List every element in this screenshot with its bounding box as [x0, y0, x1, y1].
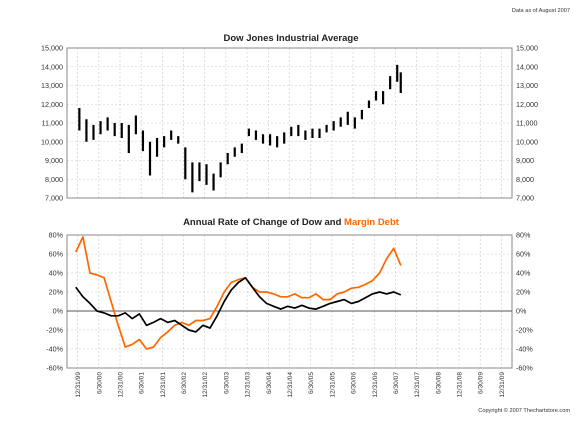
- x-axis-label: 6/30/04: [266, 372, 273, 394]
- roc-y-tick-label: -60%: [46, 364, 63, 373]
- dow-y-tick-label-right: 14,000: [516, 62, 538, 71]
- dow-y-tick-label: 10,000: [41, 137, 63, 146]
- dow-y-tick-label-right: 7,000: [516, 194, 534, 203]
- roc-plot-frame: [66, 234, 513, 369]
- roc-title-main: Annual Rate of Change of Dow and: [183, 217, 342, 228]
- roc-y-tick-label-right: 60%: [516, 250, 531, 259]
- roc-y-tick-label-right: 0%: [516, 307, 527, 316]
- dow-y-tick-label: 11,000: [42, 119, 63, 128]
- roc-gridlines: [67, 234, 512, 369]
- x-axis-label: 12/31/05: [329, 372, 336, 398]
- dow-panel: Dow Jones Industrial Average 15,000 14,00…: [41, 33, 538, 203]
- copyright-text: Copyright © 2007 Thechartstore.com: [478, 407, 570, 414]
- dow-y-tick-label-right: 8,000: [516, 175, 534, 184]
- dow-y-tick-label-right: 11,000: [516, 119, 537, 128]
- x-axis-label: 6/30/03: [223, 372, 230, 394]
- roc-title-margin-debt: Margin Debt: [344, 217, 400, 228]
- x-axis-label: 6/30/09: [478, 372, 485, 394]
- roc-y-tick-label: 80%: [49, 231, 64, 240]
- x-axis-label: 12/31/06: [372, 372, 379, 398]
- dow-y-tick-label: 7,000: [45, 194, 63, 203]
- roc-y-tick-label: 20%: [49, 288, 64, 297]
- x-axis-label: 6/30/07: [393, 372, 400, 394]
- dow-y-tick-label: 8,000: [45, 175, 63, 184]
- roc-y-tick-label: 60%: [49, 250, 64, 259]
- x-axis-label: 12/31/09: [499, 372, 506, 398]
- dow-gridlines: [67, 47, 512, 199]
- x-axis-label: 12/31/03: [245, 372, 252, 398]
- x-axis-label: 6/30/06: [351, 372, 358, 394]
- x-axis-label: 6/30/08: [435, 372, 442, 394]
- roc-y-ticks-left: 80% 60% 40% 20% 0% -20% -40% -60%: [46, 231, 63, 373]
- dow-y-tick-label: 12,000: [41, 100, 63, 109]
- roc-y-tick-label-right: 80%: [516, 231, 531, 240]
- x-axis-label: 6/30/05: [308, 372, 315, 394]
- dow-chart-title: Dow Jones Industrial Average: [224, 33, 359, 44]
- dow-y-tick-label-right: 13,000: [516, 81, 538, 90]
- dow-y-tick-label-right: 9,000: [516, 156, 534, 165]
- roc-y-tick-label-right: -60%: [516, 364, 533, 373]
- dow-roc-series-line: [75, 276, 402, 333]
- roc-y-tick-label: -40%: [46, 345, 63, 354]
- dow-y-tick-label-right: 15,000: [516, 44, 538, 53]
- x-axis-label: 12/31/99: [75, 372, 82, 398]
- x-axis-labels: 12/31/99 6/30/00 12/31/00 6/30/01 12/31/01 6/…: [75, 372, 506, 398]
- x-axis-label: 12/31/00: [117, 372, 124, 398]
- dow-y-tick-label: 9,000: [45, 156, 63, 165]
- dow-range-bars: [78, 64, 402, 193]
- roc-y-tick-label-right: -40%: [516, 345, 533, 354]
- dow-y-tick-label: 15,000: [41, 44, 63, 53]
- roc-y-tick-label: -20%: [46, 326, 63, 335]
- x-axis-label: 12/31/02: [202, 372, 209, 398]
- dow-y-tick-label: 13,000: [41, 81, 63, 90]
- x-axis-label: 6/30/00: [96, 372, 103, 394]
- x-axis-label: 12/31/07: [414, 372, 421, 398]
- roc-y-tick-label: 40%: [49, 269, 64, 278]
- x-axis-label: 6/30/02: [181, 372, 188, 394]
- x-axis-label: 6/30/01: [139, 372, 146, 394]
- dow-y-ticks-left: 15,000 14,000 13,000 12,000 11,000 10,000 9,00…: [41, 44, 63, 203]
- dow-y-tick-label-right: 12,000: [516, 100, 538, 109]
- margin-debt-series-line: [75, 236, 402, 350]
- x-axis-label: 12/31/04: [287, 372, 294, 398]
- roc-y-tick-label-right: 40%: [516, 269, 531, 278]
- dow-plot-frame: [66, 47, 513, 199]
- x-axis-label: 12/31/08: [457, 372, 464, 398]
- dow-y-tick-label-right: 10,000: [516, 137, 538, 146]
- roc-y-ticks-right: 80% 60% 40% 20% 0% -20% -40% -60%: [516, 231, 533, 373]
- roc-panel: Annual Rate of Change of Dow and Margin …: [46, 217, 533, 398]
- x-axis-label: 12/31/01: [160, 372, 167, 398]
- roc-chart-title: Annual Rate of Change of Dow and Margin …: [183, 217, 400, 228]
- dow-y-ticks-right: 15,000 14,000 13,000 12,000 11,000 10,000 9,00…: [516, 44, 538, 203]
- data-date-note: Data as of August 2007: [512, 8, 570, 14]
- roc-y-tick-label: 0%: [53, 307, 64, 316]
- roc-y-tick-label-right: 20%: [516, 288, 531, 297]
- roc-y-tick-label-right: -20%: [516, 326, 533, 335]
- dow-y-tick-label: 14,000: [41, 62, 63, 71]
